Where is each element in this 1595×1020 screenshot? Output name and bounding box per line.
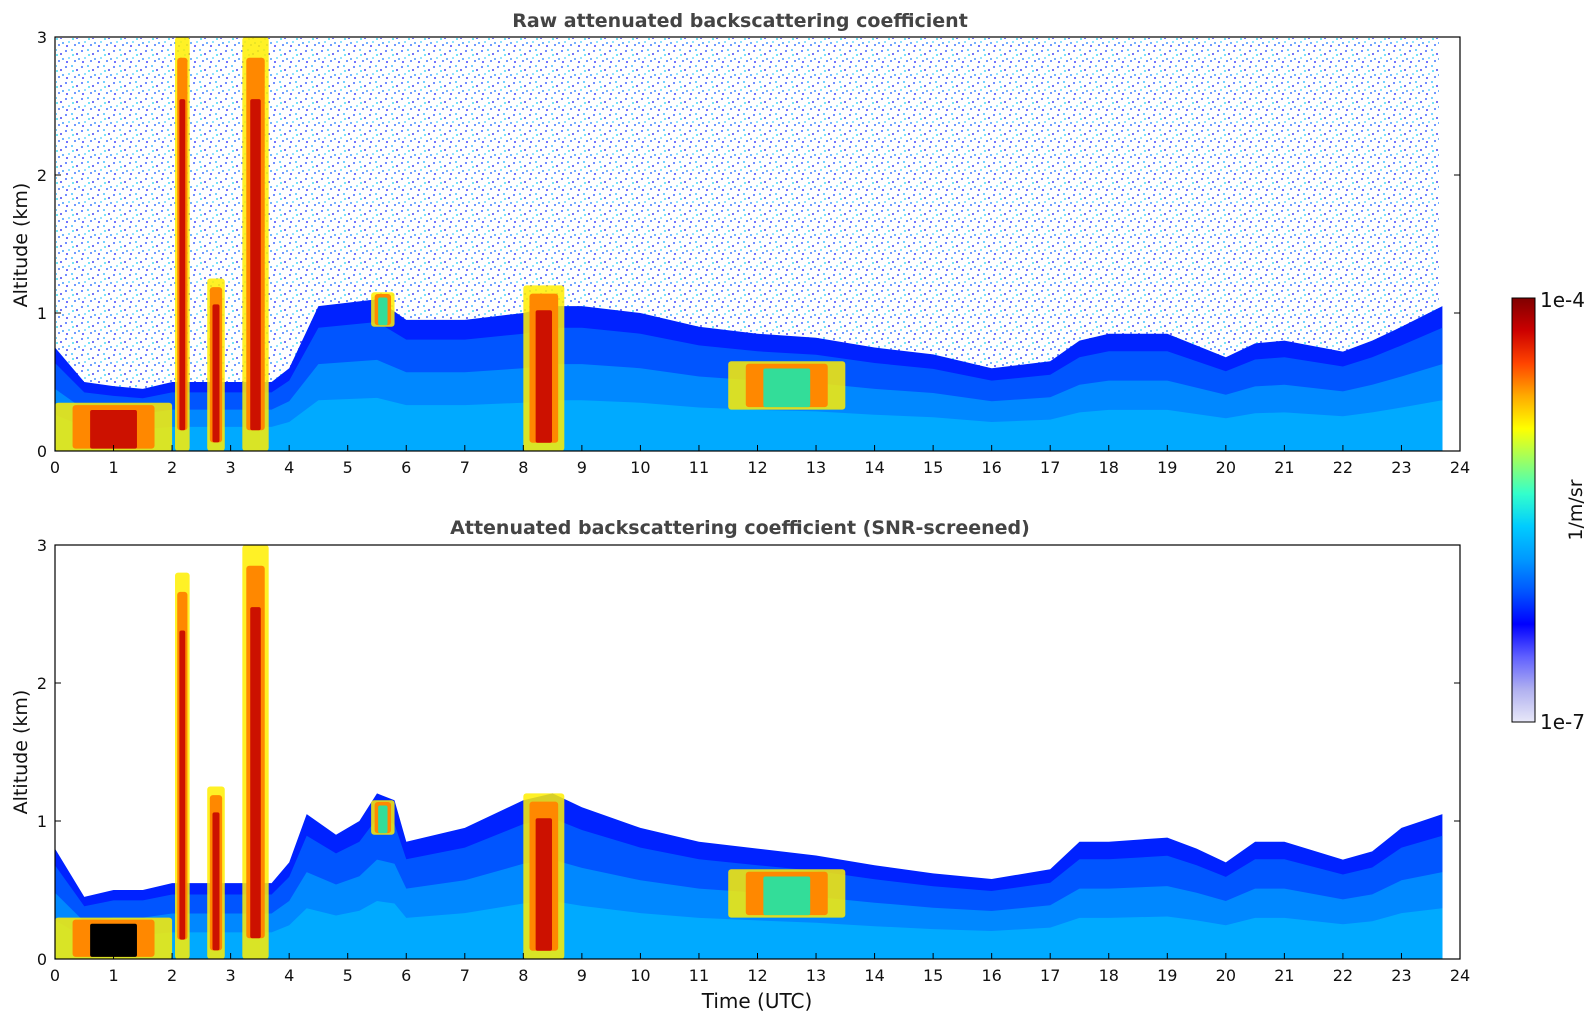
- y-tick-label: 0: [37, 950, 47, 969]
- chart-title: Attenuated backscattering coefficient (S…: [450, 517, 1030, 539]
- x-tick-label: 24: [1450, 458, 1470, 477]
- x-tick-label: 14: [864, 966, 884, 985]
- x-axis-ticks: 0 1 2 3 4 5 6 7 8 9 10 11 12 13 14 15 16 17 18 19 20 21 22 23 24: [50, 445, 1470, 477]
- feature-1: [175, 37, 190, 451]
- boundary-layer-band-3: [55, 397, 1443, 451]
- y-axis-label: Altitude (km): [10, 183, 32, 308]
- x-tick-label: 18: [1099, 458, 1119, 477]
- x-tick-label: 21: [1274, 458, 1294, 477]
- strong-features: [55, 545, 846, 959]
- x-tick-label: 22: [1333, 966, 1353, 985]
- chart-panel-raw: Raw attenuated backscattering coefficien…: [10, 10, 1470, 477]
- y-tick-label: 0: [37, 442, 47, 461]
- boundary-layer-band-3: [55, 901, 1443, 959]
- feature-2: [207, 278, 225, 451]
- feature-3: [242, 37, 269, 451]
- feature-4: [523, 793, 565, 959]
- feature-6: [728, 361, 846, 410]
- x-tick-label: 15: [923, 458, 943, 477]
- y-tick-label: 2: [37, 166, 47, 185]
- colorbar-max-label: 1e-4: [1540, 288, 1585, 312]
- x-tick-label: 23: [1391, 458, 1411, 477]
- x-tick-label: 2: [167, 458, 177, 477]
- x-tick-label: 6: [401, 458, 411, 477]
- feature-6: [728, 869, 846, 918]
- x-axis-ticks: 0 1 2 3 4 5 6 7 8 9 10 11 12 13 14 15 16 17 18 19 20 21 22 23 24: [50, 953, 1470, 985]
- x-tick-label: 7: [460, 458, 470, 477]
- x-tick-label: 9: [577, 966, 587, 985]
- colorbar: 1e-4 1e-7 1/m/sr: [1511, 288, 1587, 734]
- x-tick-label: 21: [1274, 966, 1294, 985]
- y-tick-label: 2: [37, 674, 47, 693]
- y-tick-label: 1: [37, 304, 47, 323]
- x-tick-label: 15: [923, 966, 943, 985]
- strong-features: [55, 37, 846, 451]
- x-tick-label: 5: [343, 966, 353, 985]
- x-tick-label: 14: [864, 458, 884, 477]
- feature-0: [55, 917, 173, 959]
- x-tick-label: 11: [689, 966, 709, 985]
- x-tick-label: 16: [981, 966, 1001, 985]
- x-tick-label: 12: [747, 458, 767, 477]
- x-tick-label: 20: [1216, 966, 1236, 985]
- x-tick-label: 12: [747, 966, 767, 985]
- x-tick-label: 18: [1099, 966, 1119, 985]
- x-tick-label: 17: [1040, 458, 1060, 477]
- feature-1: [175, 572, 190, 959]
- x-tick-label: 6: [401, 966, 411, 985]
- x-tick-label: 20: [1216, 458, 1236, 477]
- colorbar-min-label: 1e-7: [1540, 710, 1585, 734]
- feature-4: [523, 285, 565, 451]
- x-tick-label: 19: [1157, 458, 1177, 477]
- y-axis-label: Altitude (km): [10, 690, 32, 815]
- x-tick-label: 4: [284, 966, 294, 985]
- x-tick-label: 17: [1040, 966, 1060, 985]
- y-tick-label: 1: [37, 812, 47, 831]
- x-tick-label: 8: [518, 458, 528, 477]
- x-tick-label: 23: [1391, 966, 1411, 985]
- x-tick-label: 7: [460, 966, 470, 985]
- x-tick-label: 8: [518, 966, 528, 985]
- x-tick-label: 16: [981, 458, 1001, 477]
- x-tick-label: 1: [108, 458, 118, 477]
- x-tick-label: 13: [806, 966, 826, 985]
- colorbar-gradient: [1511, 297, 1536, 723]
- x-tick-label: 5: [343, 458, 353, 477]
- x-axis-label: Time (UTC): [701, 989, 813, 1013]
- y-tick-label: 3: [37, 536, 47, 555]
- x-tick-label: 22: [1333, 458, 1353, 477]
- chart-panel-screened: Attenuated backscattering coefficient (S…: [10, 517, 1470, 1013]
- feature-2: [207, 786, 225, 959]
- y-tick-label: 3: [37, 28, 47, 47]
- feature-3: [242, 545, 269, 959]
- x-tick-label: 24: [1450, 966, 1470, 985]
- x-tick-label: 11: [689, 458, 709, 477]
- x-tick-label: 3: [226, 458, 236, 477]
- x-tick-label: 2: [167, 966, 177, 985]
- y-axis-ticks: 0 1 2 3: [37, 536, 1460, 969]
- x-tick-label: 9: [577, 458, 587, 477]
- x-tick-label: 0: [50, 966, 60, 985]
- feature-0: [55, 402, 173, 451]
- x-tick-label: 0: [50, 458, 60, 477]
- feature-5: [371, 292, 395, 327]
- colorbar-unit-label: 1/m/sr: [1565, 479, 1587, 540]
- x-tick-label: 10: [630, 458, 650, 477]
- x-tick-label: 10: [630, 966, 650, 985]
- x-tick-label: 3: [226, 966, 236, 985]
- x-tick-label: 4: [284, 458, 294, 477]
- y-axis-ticks: 0 1 2 3: [37, 28, 1460, 461]
- chart-title: Raw attenuated backscattering coefficien…: [512, 10, 968, 32]
- feature-5: [371, 800, 395, 835]
- x-tick-label: 19: [1157, 966, 1177, 985]
- x-tick-label: 13: [806, 458, 826, 477]
- x-tick-label: 1: [108, 966, 118, 985]
